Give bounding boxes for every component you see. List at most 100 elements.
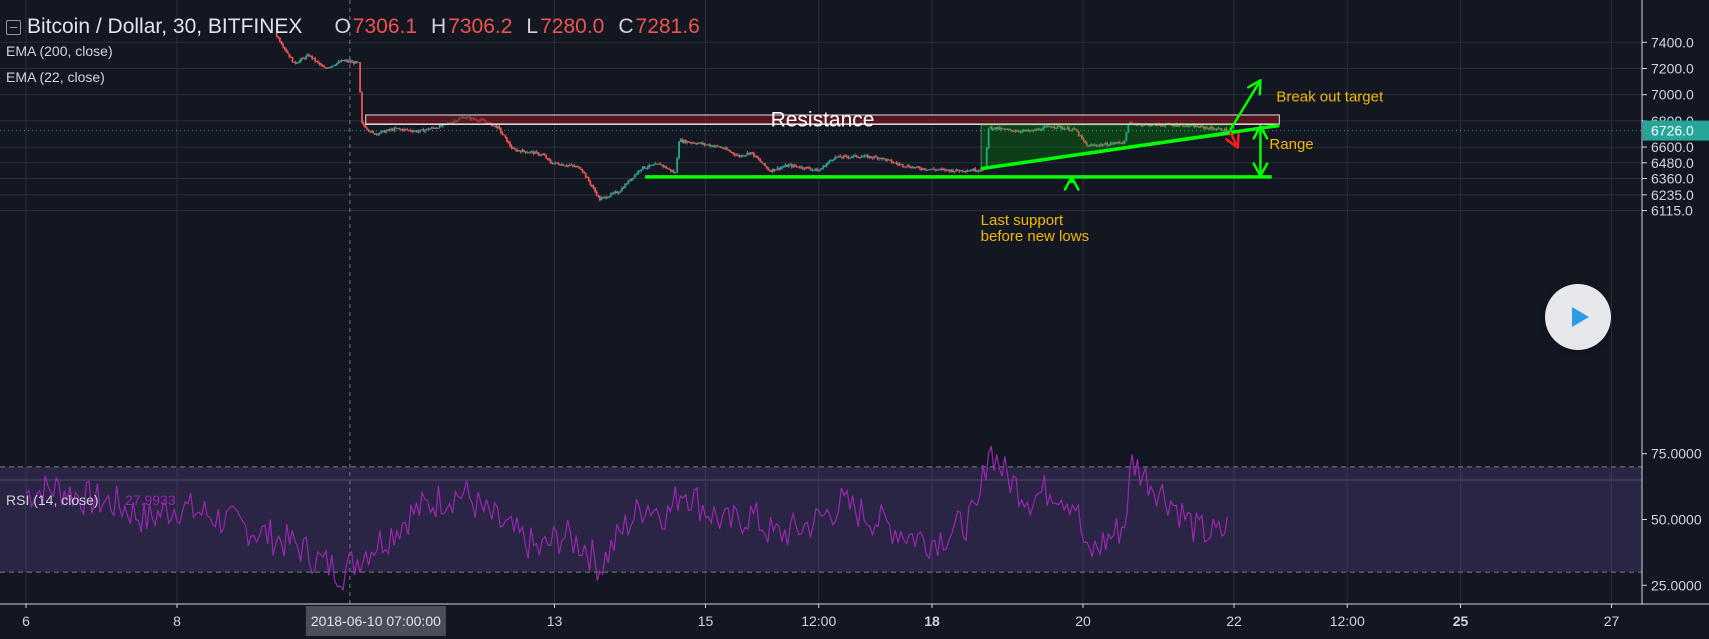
candle (850, 155, 853, 159)
candle-body (1150, 125, 1152, 127)
time-tick-label[interactable]: 15 (698, 613, 714, 629)
candle (562, 163, 565, 166)
time-tick-label[interactable]: 18 (924, 613, 940, 629)
time-tick-label[interactable]: 12:00 (1330, 613, 1365, 629)
candle (778, 167, 781, 172)
candle-body (928, 169, 930, 171)
price-tick-label[interactable]: 6235.0 (1651, 187, 1694, 203)
candle-body (1019, 131, 1022, 133)
time-tick-label[interactable]: 8 (173, 613, 181, 629)
candle-body (1222, 130, 1225, 132)
collapse-legend-icon[interactable] (6, 19, 21, 35)
candle-body (513, 148, 516, 150)
candle (881, 157, 884, 161)
candle (416, 129, 418, 133)
rsi-label[interactable]: RSI (14, close) (6, 492, 99, 508)
candle (879, 157, 882, 160)
candle (1114, 141, 1116, 145)
drawing-annotations[interactable]: Resistance Break out target Range Last supp… (365, 79, 1384, 245)
candle (1122, 141, 1124, 145)
candle (969, 169, 972, 172)
price-tick-label[interactable]: 6115.0 (1651, 203, 1693, 219)
candle-body (801, 166, 804, 169)
candle (411, 129, 414, 134)
price-tick-label[interactable]: 6600.0 (1651, 139, 1694, 155)
candle (690, 141, 693, 145)
rsi-tick-label[interactable]: 25.0000 (1651, 577, 1702, 593)
price-tick-label[interactable]: 6360.0 (1651, 170, 1694, 186)
price-tick-label[interactable]: 7400.0 (1651, 34, 1694, 50)
candle (809, 167, 812, 171)
time-tick-label[interactable]: 25 (1453, 613, 1469, 629)
rsi-tick-label[interactable]: 50.0000 (1651, 512, 1702, 528)
candle (1183, 126, 1186, 128)
breakdown-arrow-head (1225, 132, 1240, 149)
candle-body (393, 127, 396, 131)
candle (1071, 128, 1074, 132)
price-tick-label[interactable]: 6480.0 (1651, 155, 1694, 171)
candle (895, 160, 898, 166)
candle-body (797, 166, 799, 168)
candle-body (289, 56, 292, 58)
candle-body (866, 155, 869, 158)
candle (775, 169, 777, 171)
candle-body (1026, 129, 1028, 131)
time-tick-label[interactable]: 22 (1226, 613, 1242, 629)
candle (568, 163, 571, 167)
time-tick-label[interactable]: 27 (1604, 613, 1620, 629)
candle (906, 164, 909, 168)
indicator-ema-200[interactable]: EMA (200, close) (6, 43, 113, 59)
candle-body (931, 168, 933, 170)
candle (825, 162, 828, 168)
candle-body (600, 197, 603, 201)
candle (1107, 144, 1110, 147)
candle (609, 192, 612, 198)
play-replay-button[interactable] (1545, 284, 1611, 350)
rsi-tick-label[interactable]: 75.0000 (1651, 446, 1702, 462)
candle (829, 159, 832, 162)
indicator-ema-22[interactable]: EMA (22, close) (6, 69, 105, 85)
candle (990, 125, 993, 131)
candle (1212, 126, 1215, 130)
candle (820, 167, 823, 170)
candle (882, 157, 885, 160)
candle (427, 127, 430, 131)
breakout-arrow[interactable] (1229, 79, 1262, 131)
candle (565, 164, 568, 167)
candle (589, 179, 592, 187)
candle-body (834, 156, 837, 159)
candle (678, 141, 680, 160)
candle (557, 161, 560, 166)
candle-body (1118, 142, 1121, 144)
candle (616, 190, 619, 194)
time-tick-label[interactable]: 20 (1075, 613, 1091, 629)
candle (693, 142, 696, 144)
price-tick-label[interactable]: 7000.0 (1651, 87, 1694, 103)
candle-body (1050, 126, 1053, 128)
symbol-title[interactable]: Bitcoin / Dollar, 30, BITFINEX (27, 15, 303, 38)
candle (931, 168, 933, 170)
candle-body (1014, 131, 1017, 133)
candle-body (929, 169, 932, 171)
breakdown-arrow[interactable] (1229, 131, 1239, 149)
candle-body (976, 171, 978, 173)
candle (789, 162, 792, 166)
candle-body (722, 148, 725, 150)
time-tick-label[interactable]: 6 (22, 613, 30, 629)
candle (760, 160, 763, 164)
candle-body (1066, 127, 1069, 129)
candle-body (576, 166, 579, 168)
candle-body (401, 129, 404, 131)
time-tick-label[interactable]: 13 (547, 613, 563, 629)
candle (372, 130, 375, 134)
candle-body (440, 125, 443, 127)
candle (552, 163, 555, 165)
candle-body (321, 65, 324, 67)
candle (1125, 131, 1128, 142)
price-tick-label[interactable]: 7200.0 (1651, 60, 1694, 76)
candle-body (409, 130, 412, 132)
time-tick-label[interactable]: 12:00 (801, 613, 836, 629)
